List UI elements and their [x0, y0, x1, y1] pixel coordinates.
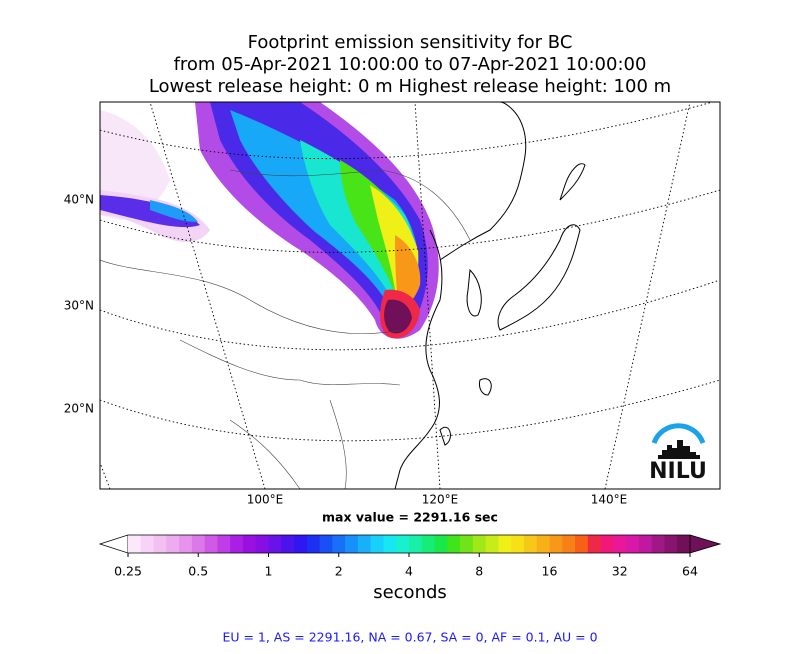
colorbar-segment [128, 535, 142, 553]
logo [651, 423, 706, 459]
colorbar-segment [677, 535, 691, 553]
colorbar-tick-label: 16 [542, 564, 558, 579]
colorbar-segment [409, 535, 423, 553]
colorbar-segment [536, 535, 550, 553]
colorbar-segment [242, 535, 257, 553]
plume [100, 102, 439, 339]
lat-label: 30°N [64, 299, 94, 313]
colorbar-segment [268, 535, 282, 553]
colorbar-tick-label: 0.5 [188, 564, 208, 579]
colorbar-segment [651, 535, 665, 553]
colorbar-segment [166, 535, 180, 553]
colorbar-segment [485, 535, 499, 553]
colorbar-segment [600, 535, 614, 553]
title-block: Footprint emission sensitivity for BCfro… [149, 32, 671, 97]
colorbar-segment [345, 535, 359, 553]
max-value: max value = 2291.16 sec [322, 510, 498, 525]
title-line: Footprint emission sensitivity for BC [248, 32, 573, 53]
lon-label: 100°E [247, 493, 284, 507]
colorbar-tick-label: 4 [405, 564, 413, 579]
coastlines [394, 102, 586, 489]
footer: EU = 1, AS = 2291.16, NA = 0.67, SA = 0,… [222, 630, 597, 645]
colorbar-segment [294, 535, 308, 553]
colorbar-tick-label: 64 [682, 564, 698, 579]
colorbar-segment [319, 535, 333, 553]
colorbar-segment [281, 535, 295, 553]
colorbar-segment [664, 535, 678, 553]
colorbar-segment [230, 535, 244, 553]
colorbar-segment [396, 535, 410, 553]
colorbar: 0.25 0.5 1 2 4 8 16 32 64 [98, 534, 722, 579]
colorbar-segment [383, 535, 397, 553]
lon-label: 140°E [591, 493, 628, 507]
colorbar-segment [523, 535, 538, 553]
colorbar-segment [575, 535, 589, 553]
logo-text: NILU [649, 459, 707, 484]
colorbar-segment [638, 535, 653, 553]
colorbar-segment [447, 535, 461, 553]
lat-label: 20°N [64, 402, 94, 416]
colorbar-tick-label: 2 [335, 564, 343, 579]
colorbar-tick-label: 1 [265, 564, 273, 579]
colorbar-segment [498, 535, 512, 553]
colorbar-segment [357, 535, 372, 553]
borders [100, 169, 471, 489]
colorbar-label: seconds [373, 582, 447, 603]
colorbar-segment [434, 535, 448, 553]
lat-label: 40°N [64, 193, 94, 207]
colorbar-extend-high [689, 534, 722, 554]
colorbar-segment [626, 535, 640, 553]
colorbar-segment [140, 535, 154, 553]
colorbar-tick-label: 8 [475, 564, 483, 579]
colorbar-segment [613, 535, 627, 553]
colorbar-segment [204, 535, 218, 553]
map-frame [99, 101, 721, 490]
title-line: Lowest release height: 0 m Highest relea… [149, 76, 671, 97]
colorbar-extend-low [98, 534, 129, 554]
colorbar-segment [460, 535, 474, 553]
map-area [100, 102, 720, 489]
colorbar-segment [370, 535, 384, 553]
colorbar-segment [191, 535, 206, 553]
colorbar-segment [153, 535, 167, 553]
colorbar-segment [255, 535, 269, 553]
colorbar-segment [332, 535, 346, 553]
colorbar-segment [511, 535, 525, 553]
colorbar-tick-label: 32 [612, 564, 628, 579]
colorbar-segment [217, 535, 231, 553]
graticule [100, 102, 720, 489]
colorbar-segment [472, 535, 487, 553]
lon-label: 120°E [422, 493, 459, 507]
axis-labels: 40°N 30°N 20°N 100°E 120°E 140°E [64, 193, 628, 507]
colorbar-segment [562, 535, 576, 553]
colorbar-segment [587, 535, 601, 553]
colorbar-segment [549, 535, 563, 553]
colorbar-segment [421, 535, 435, 553]
colorbar-tick-label: 0.25 [114, 564, 142, 579]
colorbar-segment [306, 535, 320, 553]
colorbar-segment [179, 535, 193, 553]
title-line: from 05-Apr-2021 10:00:00 to 07-Apr-2021… [174, 54, 647, 75]
